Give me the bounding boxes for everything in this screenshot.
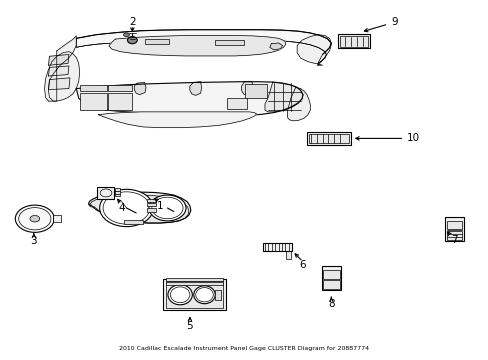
Bar xyxy=(147,208,156,212)
Bar xyxy=(285,251,290,259)
Polygon shape xyxy=(76,82,303,116)
Ellipse shape xyxy=(149,195,185,221)
Text: 2010 Cadillac Escalade Instrument Panel Gage CLUSTER Diagram for 20887774: 2010 Cadillac Escalade Instrument Panel … xyxy=(119,346,369,351)
Polygon shape xyxy=(297,35,330,65)
Polygon shape xyxy=(134,82,146,95)
Bar xyxy=(446,221,462,229)
Polygon shape xyxy=(88,192,190,223)
Text: 8: 8 xyxy=(327,299,334,309)
Bar xyxy=(147,203,156,206)
Bar xyxy=(108,93,132,110)
Text: 1: 1 xyxy=(156,201,163,211)
Polygon shape xyxy=(89,195,188,223)
Bar xyxy=(162,279,225,310)
Bar xyxy=(322,280,339,289)
Bar xyxy=(165,282,223,308)
Bar xyxy=(339,36,367,46)
Bar xyxy=(97,187,114,199)
Bar xyxy=(144,39,168,44)
Polygon shape xyxy=(44,51,80,101)
Bar xyxy=(115,191,120,194)
Bar xyxy=(80,93,106,110)
Polygon shape xyxy=(109,36,285,56)
Text: 2: 2 xyxy=(129,17,135,27)
Polygon shape xyxy=(48,54,69,65)
Bar xyxy=(322,270,339,279)
Ellipse shape xyxy=(30,216,40,222)
Text: 4: 4 xyxy=(118,203,124,213)
Polygon shape xyxy=(98,112,256,128)
Text: 6: 6 xyxy=(299,260,305,270)
Ellipse shape xyxy=(123,33,129,37)
Bar xyxy=(445,217,463,241)
Polygon shape xyxy=(189,82,201,95)
Polygon shape xyxy=(241,81,253,95)
Text: 3: 3 xyxy=(30,236,37,246)
Polygon shape xyxy=(76,30,330,64)
Ellipse shape xyxy=(193,286,215,304)
Polygon shape xyxy=(287,87,310,121)
Bar xyxy=(337,35,369,48)
Bar xyxy=(446,230,462,239)
Text: 10: 10 xyxy=(406,134,419,143)
Bar xyxy=(227,98,246,109)
Text: 7: 7 xyxy=(450,235,457,245)
Text: 9: 9 xyxy=(390,17,397,27)
Ellipse shape xyxy=(15,205,54,232)
Bar xyxy=(165,282,223,285)
Bar xyxy=(215,290,221,300)
Polygon shape xyxy=(48,66,69,76)
Bar xyxy=(308,134,348,143)
Bar xyxy=(115,194,120,197)
Bar xyxy=(53,215,61,222)
Polygon shape xyxy=(269,43,282,50)
Text: 5: 5 xyxy=(186,321,193,331)
Bar xyxy=(215,40,244,45)
Bar xyxy=(123,220,143,224)
Ellipse shape xyxy=(167,285,192,305)
Polygon shape xyxy=(48,78,70,90)
Ellipse shape xyxy=(100,189,153,226)
Bar xyxy=(147,199,156,202)
Polygon shape xyxy=(48,36,76,101)
Bar xyxy=(321,266,340,291)
Bar xyxy=(306,132,350,145)
Bar xyxy=(115,188,120,191)
Bar xyxy=(108,85,132,91)
Bar xyxy=(263,243,292,251)
Polygon shape xyxy=(264,82,303,112)
Bar xyxy=(80,85,106,91)
Bar xyxy=(245,84,267,98)
Bar xyxy=(165,278,223,281)
Ellipse shape xyxy=(127,37,137,44)
